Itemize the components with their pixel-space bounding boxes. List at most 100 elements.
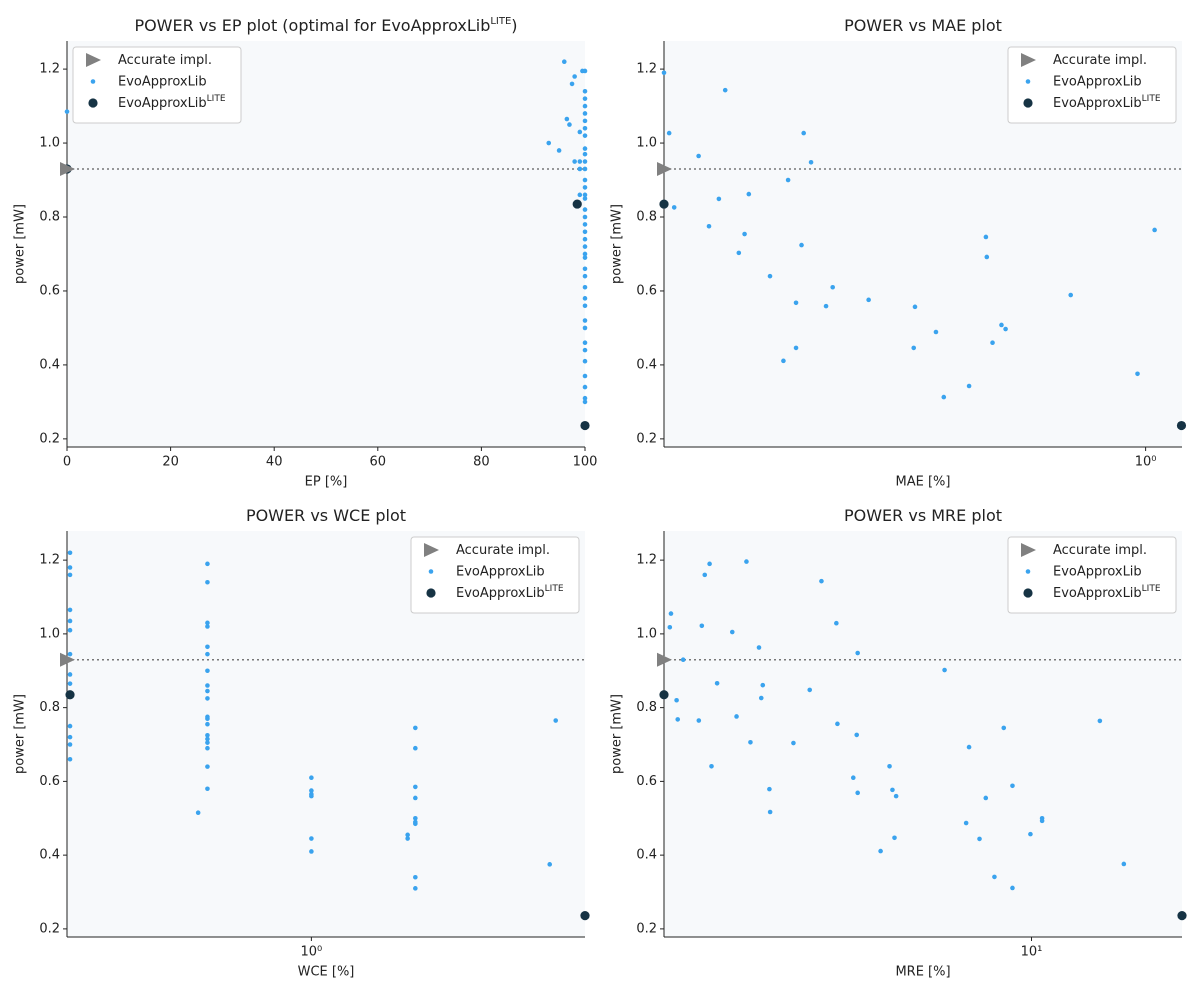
chart-title: POWER vs EP plot (optimal for EvoApproxL… bbox=[134, 16, 517, 35]
triangle-marker bbox=[424, 543, 439, 557]
point bbox=[793, 300, 799, 306]
y-tick-label: 0.6 bbox=[39, 774, 60, 789]
point bbox=[667, 624, 673, 630]
point bbox=[205, 620, 210, 626]
point bbox=[413, 815, 418, 821]
point bbox=[582, 273, 588, 279]
legend: Accurate impl.EvoApproxLibEvoApproxLibLI… bbox=[72, 46, 242, 124]
point bbox=[405, 832, 410, 838]
point bbox=[205, 736, 210, 742]
point bbox=[547, 862, 553, 867]
point bbox=[748, 739, 753, 745]
point bbox=[577, 192, 583, 198]
point bbox=[1001, 725, 1007, 731]
x-axis-label: WCE [%] bbox=[298, 965, 355, 980]
point bbox=[205, 644, 210, 650]
legend-name: Accurate impl. bbox=[456, 543, 550, 558]
point bbox=[64, 109, 70, 114]
point bbox=[977, 836, 982, 842]
point bbox=[413, 821, 418, 827]
point bbox=[67, 550, 73, 556]
point bbox=[819, 578, 824, 584]
point bbox=[582, 166, 588, 172]
point bbox=[572, 74, 577, 79]
point bbox=[582, 347, 588, 353]
point bbox=[582, 151, 588, 157]
point bbox=[205, 579, 210, 585]
point bbox=[834, 620, 839, 626]
x-axis-label: MAE [%] bbox=[896, 475, 951, 490]
title-part: POWER vs MAE plot bbox=[844, 16, 1002, 35]
legend-box bbox=[1007, 536, 1177, 614]
point bbox=[855, 650, 860, 656]
subplot: POWER vs EP plot (optimal for EvoApproxL… bbox=[13, 16, 598, 490]
point bbox=[793, 345, 799, 351]
point bbox=[1010, 783, 1015, 789]
point bbox=[309, 775, 314, 780]
legend-sup: LITE bbox=[1142, 94, 1161, 104]
point bbox=[850, 775, 856, 780]
point bbox=[990, 340, 995, 346]
y-tick-label: 0.8 bbox=[636, 700, 657, 715]
triangle-marker bbox=[657, 652, 672, 667]
point bbox=[564, 116, 570, 122]
point bbox=[582, 325, 588, 331]
point bbox=[702, 572, 708, 578]
legend-label: EvoApproxLib bbox=[118, 74, 207, 89]
point bbox=[195, 810, 201, 816]
point bbox=[577, 166, 583, 172]
point bbox=[67, 627, 73, 633]
large-point bbox=[1023, 588, 1033, 598]
large-point bbox=[426, 588, 436, 598]
point bbox=[854, 732, 860, 738]
point bbox=[582, 103, 588, 109]
x-tick-label: 80 bbox=[473, 455, 490, 470]
y-tick-label: 0.2 bbox=[39, 921, 60, 936]
point bbox=[942, 667, 947, 673]
point bbox=[205, 740, 210, 745]
point bbox=[835, 721, 840, 727]
large-point bbox=[1023, 98, 1033, 108]
y-tick-label: 0.8 bbox=[39, 210, 60, 225]
point bbox=[556, 148, 562, 153]
point bbox=[666, 130, 672, 136]
point bbox=[671, 205, 677, 210]
point bbox=[823, 303, 829, 309]
point bbox=[729, 629, 735, 635]
y-tick-label: 1.0 bbox=[636, 136, 657, 151]
point bbox=[674, 697, 679, 703]
point bbox=[572, 159, 577, 164]
legend-name: EvoApproxLib bbox=[1053, 74, 1142, 89]
x-tick-label: 10⁰ bbox=[1135, 455, 1157, 470]
point bbox=[582, 222, 588, 227]
legend-label: EvoApproxLibLITE bbox=[456, 584, 564, 601]
y-tick-label: 1.0 bbox=[636, 626, 657, 641]
large-point bbox=[88, 98, 98, 108]
point bbox=[791, 740, 796, 746]
x-tick-label: 60 bbox=[370, 455, 387, 470]
title-part: LITE bbox=[490, 16, 511, 27]
y-tick-label: 0.6 bbox=[636, 283, 657, 298]
subplot: POWER vs MAE plot MAE [%] power [mW] 0.2 0.4… bbox=[610, 16, 1187, 490]
legend-name: EvoApproxLib bbox=[456, 564, 545, 579]
legend-name: EvoApproxLib bbox=[1053, 96, 1142, 111]
point bbox=[941, 394, 947, 400]
legend-name: Accurate impl. bbox=[118, 53, 212, 68]
point bbox=[736, 250, 742, 256]
point bbox=[546, 140, 552, 146]
point bbox=[1097, 718, 1103, 724]
triangle-marker bbox=[86, 53, 101, 67]
point bbox=[582, 251, 588, 257]
point bbox=[309, 793, 314, 799]
legend: Accurate impl.EvoApproxLibEvoApproxLibLI… bbox=[1007, 46, 1177, 124]
point bbox=[413, 745, 418, 751]
legend-label: Accurate impl. bbox=[1053, 543, 1147, 558]
point bbox=[756, 645, 762, 650]
point bbox=[582, 96, 588, 101]
point bbox=[696, 153, 701, 159]
point bbox=[67, 618, 73, 624]
x-axis-label: MRE [%] bbox=[895, 965, 950, 980]
point bbox=[561, 59, 567, 65]
point bbox=[582, 229, 588, 235]
point bbox=[767, 273, 773, 279]
